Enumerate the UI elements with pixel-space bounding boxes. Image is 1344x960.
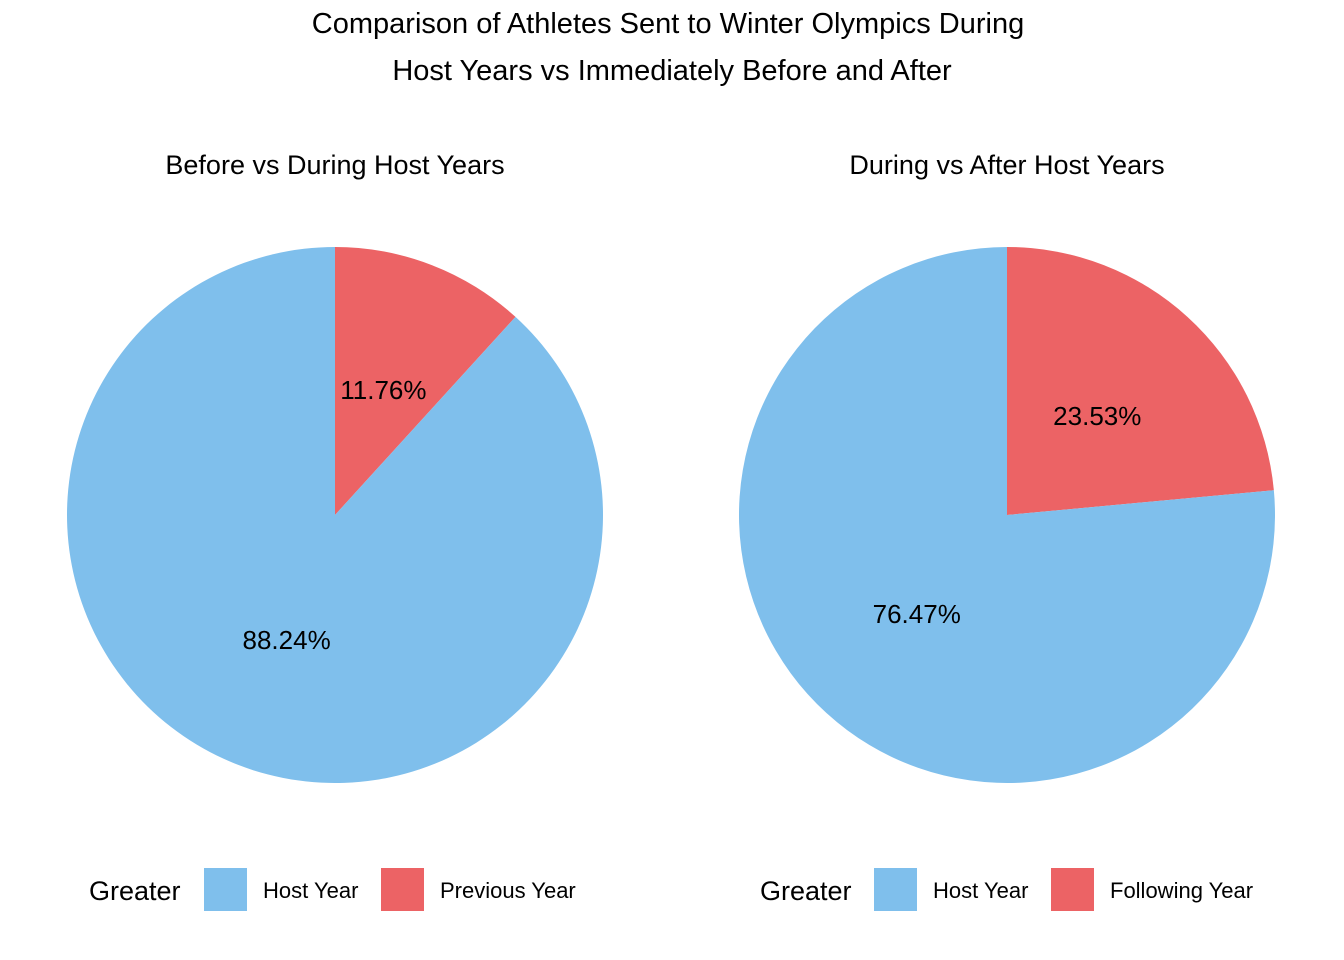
pie-slice-following-year — [1007, 247, 1274, 515]
pie-panel-before-during: Before vs During Host Years 11.76% 88.24%… — [66, 150, 603, 911]
pie-slice-host-year — [738, 247, 1275, 783]
chart-title-line-2: Host Years vs Immediately Before and Aft… — [392, 55, 952, 87]
legend-label-host-year: Host Year — [933, 878, 1028, 903]
legend-during-after: Greater Host Year Following Year — [760, 868, 1253, 911]
chart-title-line-1: Comparison of Athletes Sent to Winter Ol… — [312, 8, 1024, 40]
legend-swatch-previous-year — [381, 868, 424, 911]
panel-title-before-during: Before vs During Host Years — [165, 150, 504, 180]
pie-during-after: 23.53% 76.47% — [738, 247, 1275, 783]
legend-label-previous-year: Previous Year — [440, 878, 576, 903]
legend-label-following-year: Following Year — [1110, 878, 1253, 903]
legend-title: Greater — [760, 876, 852, 906]
pie-label-host-year: 76.47% — [873, 599, 961, 629]
pie-slice-previous-year — [335, 247, 516, 515]
legend-label-host-year: Host Year — [263, 878, 358, 903]
pie-label-following-year: 23.53% — [1053, 401, 1141, 431]
legend-swatch-host-year — [204, 868, 247, 911]
pie-label-host-year: 88.24% — [243, 625, 331, 655]
panel-title-during-after: During vs After Host Years — [849, 150, 1164, 180]
pie-panel-during-after: During vs After Host Years 23.53%76.47% … — [738, 150, 1275, 911]
pie-before-during: 11.76% 88.24% — [66, 247, 603, 783]
legend-before-during: Greater Host Year Previous Year — [89, 868, 576, 911]
pie-slice-host-year — [66, 247, 603, 783]
legend-title: Greater — [89, 876, 181, 906]
legend-swatch-following-year — [1051, 868, 1094, 911]
pie-label-previous-year: 11.76% — [340, 375, 426, 405]
legend-swatch-host-year — [874, 868, 917, 911]
